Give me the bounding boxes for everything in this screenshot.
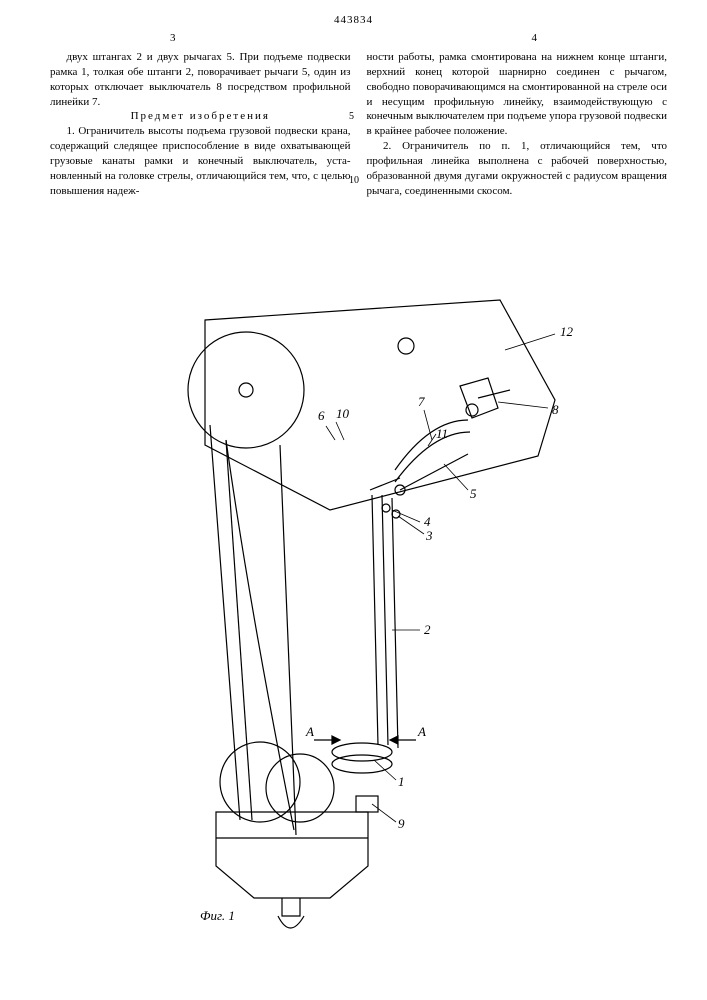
fig-label: 4 [424,514,431,529]
fig-label: 3 [425,528,433,543]
figure-caption: Фиг. 1 [200,908,235,924]
fig-label: 9 [398,816,405,831]
paragraph: 2. Ограничитель по п. 1, отличающийся те… [367,139,668,198]
fig-label: 1 [398,774,405,789]
fig-label: 7 [418,394,425,409]
paragraph: ности работы, рамка смонтирована на ниж­… [367,50,668,139]
fig-label: A [305,724,314,739]
paragraph: двух штангах 2 и двух рычагах 5. При под… [50,50,351,109]
line-number: 10 [349,176,359,186]
figure-1: 12 8 7 11 5 4 3 2 6 10 A A 1 9 Фиг. 1 [0,290,707,940]
fig-label: 11 [436,426,448,441]
right-column: ности работы, рамка смонтирована на ниж­… [367,50,668,198]
page-numbers-row: 3 4 [0,26,707,44]
fig-label: 6 [318,408,325,423]
fig-label: A [417,724,426,739]
page-number-left: 3 [170,32,176,44]
fig-label: 5 [470,486,477,501]
left-column: двух штангах 2 и двух рычагах 5. При под… [50,50,351,198]
fig-label: 2 [424,622,431,637]
page-number-right: 4 [532,32,538,44]
line-number: 5 [349,112,354,122]
document-number: 443834 [0,0,707,26]
fig-label: 10 [336,406,350,421]
paragraph: 1. Ограничитель высоты подъема грузовой … [50,124,351,198]
figure-svg: 12 8 7 11 5 4 3 2 6 10 A A 1 9 [0,290,707,940]
fig-label: 8 [552,402,559,417]
fig-label: 12 [560,324,574,339]
section-heading: Предмет изобретения [50,109,351,124]
